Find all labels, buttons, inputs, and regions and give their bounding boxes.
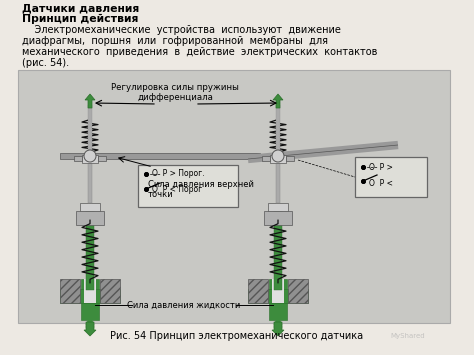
FancyArrow shape [84, 322, 96, 336]
Text: O  P >: O P > [369, 163, 393, 172]
Bar [60, 153, 260, 159]
Text: диафрагмы,  поршня  или  гофрированной  мембраны  для: диафрагмы, поршня или гофрированной мемб… [22, 36, 328, 46]
Bar [60, 289, 120, 303]
Bar [60, 279, 80, 303]
Circle shape [272, 150, 284, 162]
Text: MyShared: MyShared [390, 333, 425, 339]
Text: Сила давления верхней
точки: Сила давления верхней точки [148, 180, 254, 200]
Bar [81, 298, 99, 320]
Text: O  P < Порог: O P < Порог [152, 185, 202, 194]
Bar [98, 156, 106, 161]
FancyArrow shape [272, 322, 284, 336]
Text: O  P > Порог.: O P > Порог. [152, 169, 205, 178]
FancyArrow shape [273, 94, 283, 108]
Bar [269, 279, 287, 289]
Bar [276, 158, 280, 203]
Bar [100, 279, 120, 303]
Text: Датчики давления: Датчики давления [22, 3, 139, 13]
Bar [248, 289, 308, 303]
Bar [268, 203, 288, 211]
Bar [88, 158, 92, 203]
Text: Электромеханические  устройства  используют  движение: Электромеханические устройства использую… [22, 25, 341, 35]
Bar [138, 165, 238, 207]
Text: механического  приведения  в  действие  электрических  контактов: механического приведения в действие элек… [22, 47, 377, 57]
Text: Сила давления жидкости: Сила давления жидкости [128, 300, 241, 310]
Bar [272, 279, 284, 303]
Bar [269, 298, 287, 320]
Bar [276, 105, 280, 155]
Bar [274, 210, 282, 290]
Bar [88, 105, 92, 155]
Bar [74, 156, 82, 161]
Bar [82, 155, 98, 163]
Text: Принцип действия: Принцип действия [22, 14, 138, 24]
Circle shape [84, 150, 96, 162]
Bar [355, 157, 427, 197]
Bar [270, 155, 286, 163]
Bar [80, 203, 100, 211]
Bar [288, 279, 308, 303]
Text: (рис. 54).: (рис. 54). [22, 58, 69, 68]
Bar [264, 211, 292, 225]
Bar [84, 279, 96, 303]
Text: O  P <: O P < [369, 179, 393, 188]
Bar [81, 279, 99, 289]
Bar [248, 279, 268, 303]
Bar [262, 156, 270, 161]
FancyArrow shape [85, 94, 95, 108]
Bar [76, 211, 104, 225]
Text: Регулировка силы пружины
дифференциала: Регулировка силы пружины дифференциала [111, 83, 239, 102]
Bar [18, 70, 450, 323]
Bar [86, 210, 94, 290]
Bar [286, 156, 294, 161]
Text: Рис. 54 Принцип электромеханического датчика: Рис. 54 Принцип электромеханического дат… [110, 331, 364, 341]
